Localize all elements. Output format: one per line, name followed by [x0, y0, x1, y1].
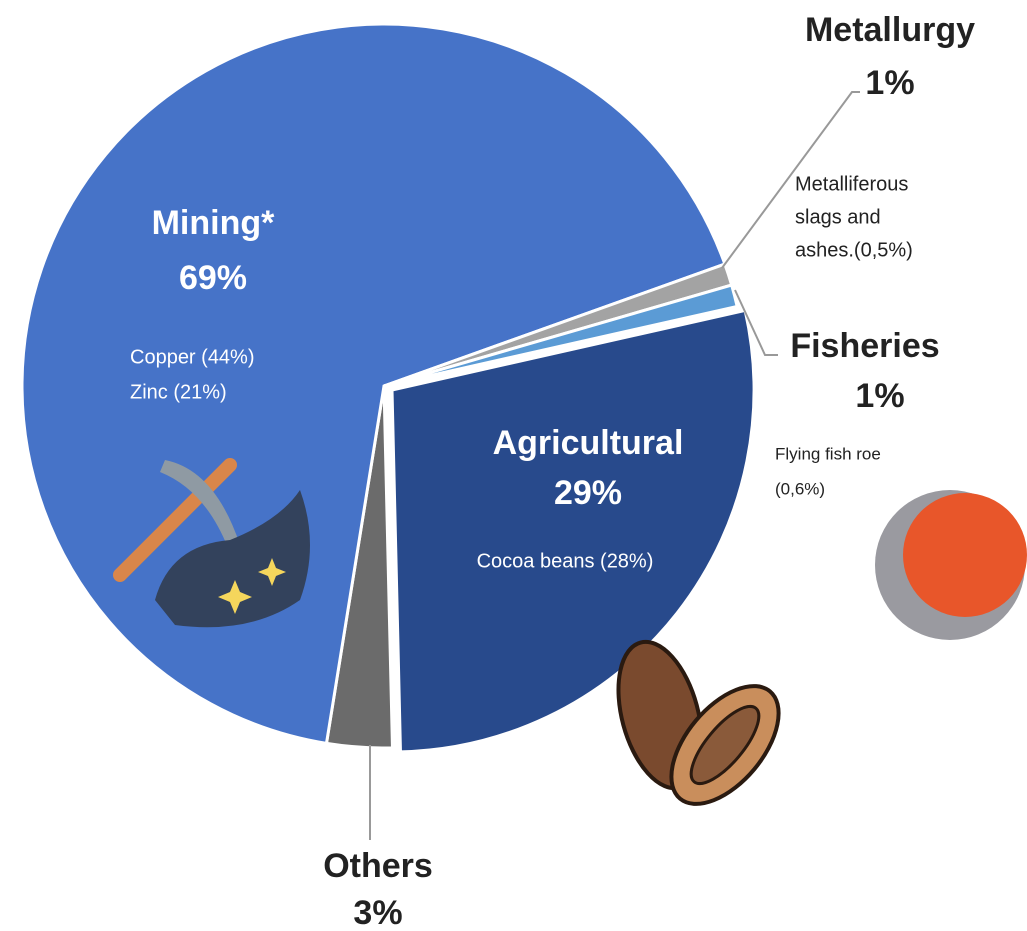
detail-label: slags and — [795, 206, 881, 228]
roe — [903, 493, 1027, 617]
slice-label: Fisheries — [790, 327, 939, 365]
value-label: 1% — [865, 64, 914, 102]
sparkle — [218, 558, 286, 614]
slice-label: Metallurgy — [805, 11, 975, 49]
slice-label: Agricultural — [493, 424, 684, 462]
detail-label: (0,6%) — [775, 479, 825, 498]
detail-label: Metalliferous — [795, 173, 908, 195]
pickaxe-head — [160, 460, 240, 548]
slice-label: Mining* — [152, 204, 276, 242]
value-label: 69% — [179, 259, 247, 297]
pie-slice — [390, 308, 756, 754]
cocoa-beans — [689, 704, 761, 786]
leader-line — [721, 91, 860, 269]
value-label: 1% — [855, 377, 904, 415]
pickaxe-handle — [113, 458, 237, 582]
detail-label: ashes.(0,5%) — [795, 239, 913, 261]
pie-slice — [383, 283, 739, 388]
coal — [155, 490, 310, 628]
detail-label: Copper (44%) — [130, 346, 255, 368]
detail-label: Flying fish roe — [775, 444, 881, 463]
icons — [113, 458, 1027, 806]
leader-line — [734, 289, 778, 356]
slice-label: Others — [323, 847, 433, 885]
detail-label: Zinc (21%) — [130, 381, 227, 403]
value-label: 3% — [353, 894, 402, 931]
detail-label: Cocoa beans (28%) — [477, 550, 654, 572]
value-label: 29% — [554, 474, 622, 512]
